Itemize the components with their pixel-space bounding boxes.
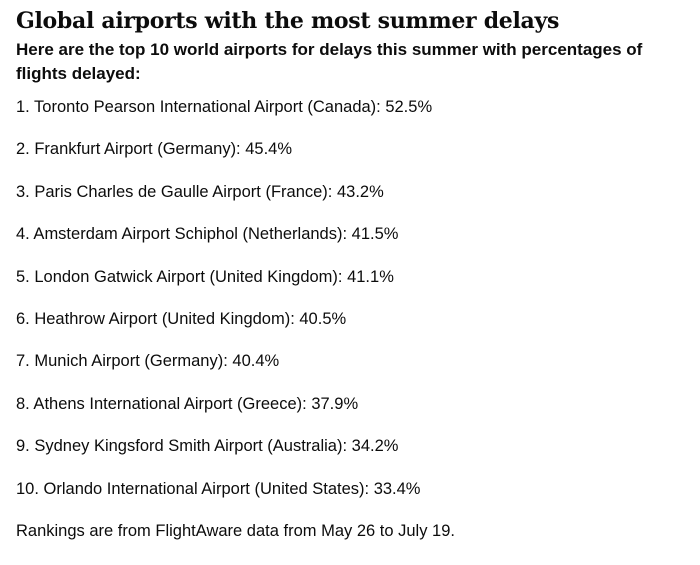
list-item: 10. Orlando International Airport (Unite… (16, 479, 421, 498)
list-item: 8. Athens International Airport (Greece)… (16, 394, 359, 413)
list-item: 2. Frankfurt Airport (Germany): 45.4% (16, 140, 293, 159)
source-footnote: Rankings are from FlightAware data from … (16, 521, 455, 540)
list-item: 7. Munich Airport (Germany): 40.4% (16, 352, 280, 371)
airport-ranking-list: 1. Toronto Pearson International Airport… (16, 96, 692, 500)
list-item: 4. Amsterdam Airport Schiphol (Netherlan… (16, 225, 399, 244)
list-item: 9. Sydney Kingsford Smith Airport (Austr… (16, 437, 399, 456)
headline: Global airports with the most summer del… (16, 8, 560, 34)
list-item: 3. Paris Charles de Gaulle Airport (Fran… (16, 182, 384, 201)
list-item: 1. Toronto Pearson International Airport… (16, 98, 433, 116)
article: Global airports with the most summer del… (16, 6, 692, 542)
list-item: 5. London Gatwick Airport (United Kingdo… (16, 267, 394, 286)
list-item: 6. Heathrow Airport (United Kingdom): 40… (16, 309, 347, 328)
intro-text: Here are the top 10 world airports for d… (16, 40, 643, 83)
